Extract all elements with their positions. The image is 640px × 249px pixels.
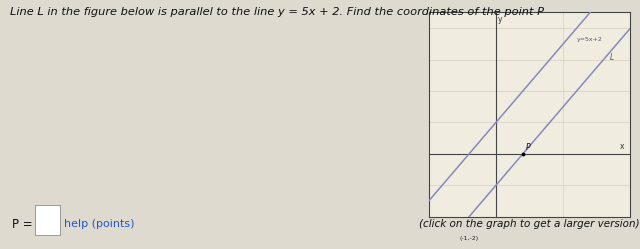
Text: P: P bbox=[525, 143, 530, 152]
Text: (click on the graph to get a larger version): (click on the graph to get a larger vers… bbox=[419, 219, 640, 229]
Text: (-1,-2): (-1,-2) bbox=[459, 236, 478, 241]
Text: x: x bbox=[620, 142, 624, 151]
Text: help (points): help (points) bbox=[64, 219, 134, 229]
Text: L: L bbox=[611, 53, 614, 62]
Text: y=5x+2: y=5x+2 bbox=[577, 37, 602, 42]
Text: y: y bbox=[497, 15, 502, 24]
Text: Line L in the figure below is parallel to the line y = 5x + 2. Find the coordina: Line L in the figure below is parallel t… bbox=[10, 7, 543, 17]
Text: P =: P = bbox=[12, 218, 32, 231]
